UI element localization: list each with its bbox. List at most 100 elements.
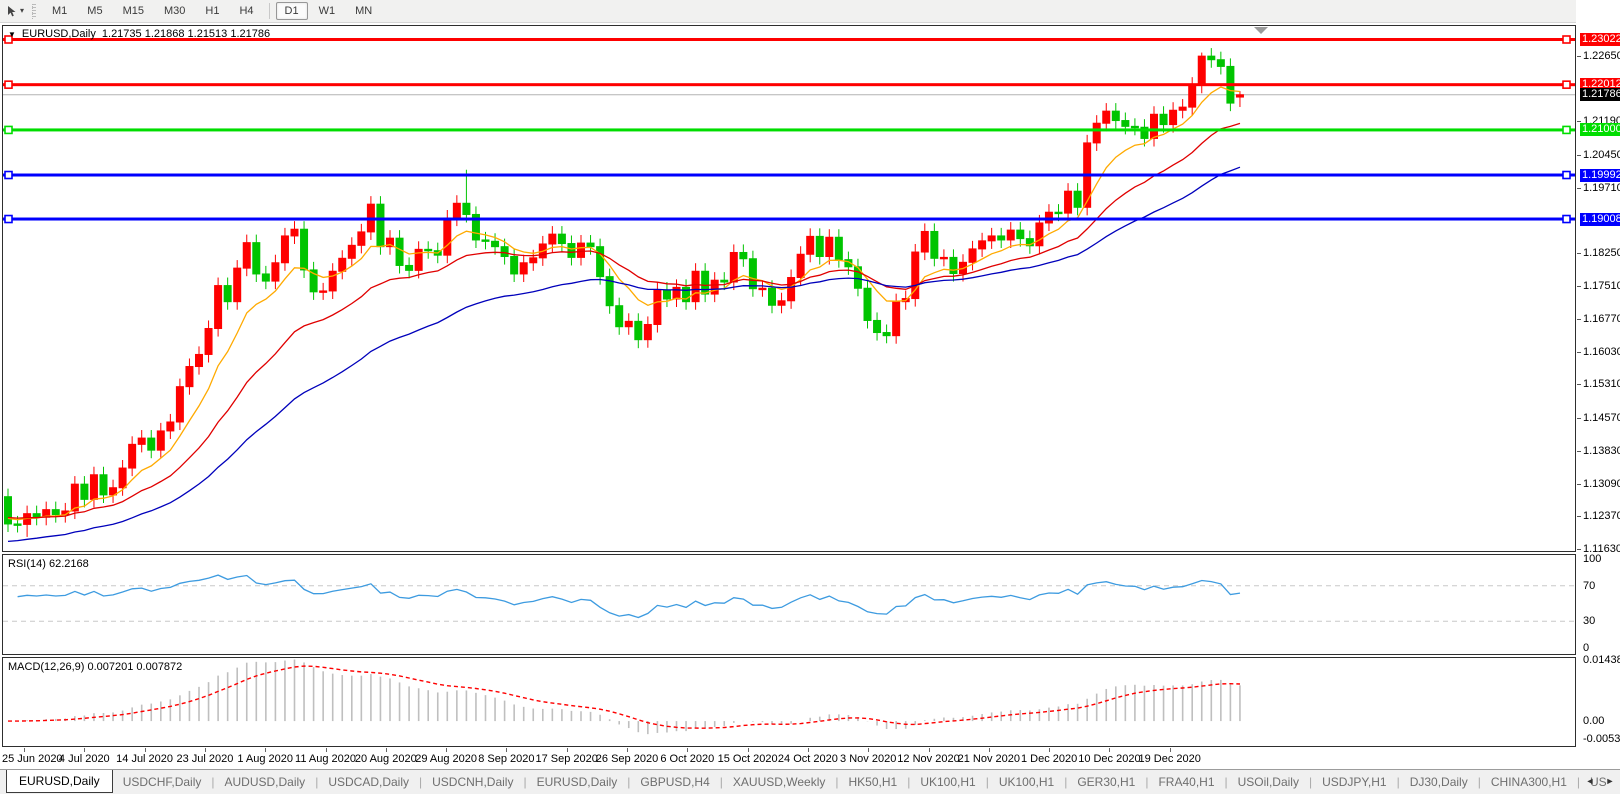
chart-ohlc-values: 1.21735 1.21868 1.21513 1.21786 (101, 28, 271, 40)
price-tick-mark (1577, 451, 1581, 452)
date-tick-label: 21 Nov 2020 (957, 753, 1020, 765)
timeframe-button-W1[interactable]: W1 (318, 5, 336, 17)
date-tick-mark (1049, 748, 1050, 752)
level-line-1.22012[interactable] (3, 80, 1575, 89)
tab-separator: | (1224, 775, 1228, 789)
date-tick-label: 26 Sep 2020 (595, 753, 659, 765)
price-tick-label: 1.14570 (1583, 411, 1620, 424)
chart-tool-dropdown-button[interactable]: ▾ (2, 3, 28, 20)
tab-USOil-Daily[interactable]: USOil,Daily (1237, 775, 1299, 789)
tab-AUDUSD-Daily[interactable]: AUDUSD,Daily (224, 775, 306, 789)
date-tick-label: 19 Dec 2020 (1138, 753, 1201, 765)
date-tick-label: 3 Nov 2020 (840, 753, 897, 765)
macd-label: MACD(12,26,9) 0.007201 0.007872 (8, 661, 183, 673)
date-tick-mark (386, 748, 387, 752)
chart-shift-marker-icon[interactable] (1254, 27, 1268, 34)
timeframe-button-M5[interactable]: M5 (87, 5, 103, 17)
price-tick-mark (1577, 516, 1581, 517)
tab-GER30-H1[interactable]: GER30,H1 (1077, 775, 1136, 789)
tab-HK50-H1[interactable]: HK50,H1 (848, 775, 898, 789)
macd-scale-label: -0.005396 (1583, 733, 1620, 745)
price-axis[interactable]: 1.22650 1.21190 1.20450 1.19710 1.18250 1.175… (1576, 0, 1620, 747)
date-tick-label: 29 Aug 2020 (415, 753, 477, 765)
tab-separator: | (627, 775, 631, 789)
level-line-1.19008[interactable] (3, 214, 1575, 224)
tab-US[interactable]: US (1590, 775, 1607, 789)
tab-FRA40-H1[interactable]: FRA40,H1 (1158, 775, 1215, 789)
price-tick-label: 1.12370 (1583, 509, 1620, 522)
timeframe-button-H4[interactable]: H4 (239, 5, 254, 17)
timeframe-button-MN[interactable]: MN (355, 5, 373, 17)
level-price-label-1.23022: 1.23022 (1580, 33, 1620, 46)
tab-separator: | (211, 775, 215, 789)
date-tick-mark (1109, 748, 1110, 752)
tab-UK100-H1[interactable]: UK100,H1 (998, 775, 1055, 789)
date-tick-mark (265, 748, 266, 752)
timeframe-button-M15[interactable]: M15 (122, 5, 144, 17)
timeframe-button-H1[interactable]: H1 (205, 5, 220, 17)
price-tick-label: 1.22650 (1583, 50, 1620, 63)
macd-canvas[interactable] (3, 658, 1575, 746)
level-price-label-1.22012: 1.22012 (1580, 78, 1620, 92)
level-line-1.23022[interactable] (3, 35, 1575, 44)
timeframe-buttons: M1 M5 M15 M30 H1 H4 D1 W1 MN (42, 2, 382, 20)
price-tick-mark (1577, 319, 1581, 320)
chart-title: ▼ EURUSD,Daily 1.21735 1.21868 1.21513 1… (8, 28, 270, 40)
tab-UK100-H1[interactable]: UK100,H1 (920, 775, 976, 789)
price-tick-mark (1577, 418, 1581, 419)
date-tick-mark (24, 748, 25, 752)
window-collapse-icon[interactable]: ▼ (8, 29, 16, 39)
tab-scroll-right-icon[interactable]: ► (1605, 776, 1615, 786)
macd-scale-label: 0.014384 (1583, 654, 1620, 666)
macd-signal-line (8, 665, 1241, 729)
tab-separator: | (719, 775, 723, 789)
timeframe-button-M30[interactable]: M30 (163, 5, 186, 17)
macd-window[interactable]: MACD(12,26,9) 0.007201 0.007872 (2, 657, 1576, 747)
toolbar-grip[interactable] (32, 3, 37, 19)
timeframe-button-D1[interactable]: D1 (275, 2, 308, 20)
price-tick-label: 1.13830 (1583, 444, 1620, 457)
chart-tab-bar: EURUSD,Daily USDCHF,Daily | AUDUSD,Daily | US… (0, 769, 1620, 794)
tab-separator: | (1396, 775, 1400, 789)
rsi-scale-label: 100 (1583, 553, 1602, 565)
price-tick-label: 1.17510 (1583, 280, 1620, 293)
timeframe-button-M1[interactable]: M1 (52, 5, 68, 17)
date-tick-mark (567, 748, 568, 752)
tab-USDCHF-Daily[interactable]: USDCHF,Daily (122, 775, 202, 789)
date-tick-label: 15 Oct 2020 (717, 753, 778, 765)
rsi-canvas[interactable] (3, 555, 1575, 654)
tab-GBPUSD-H4[interactable]: GBPUSD,H4 (640, 775, 710, 789)
level-line-1.21000[interactable] (3, 125, 1575, 135)
rsi-window[interactable]: RSI(14) 62.2168 (2, 554, 1576, 655)
candlestick-series (4, 48, 1244, 537)
price-tick-mark (1577, 384, 1581, 385)
tab-EURUSD-Daily[interactable]: EURUSD,Daily (536, 775, 618, 789)
main-chart-canvas[interactable] (3, 26, 1575, 551)
date-axis[interactable]: 25 Jun 2020 4 Jul 2020 14 Jul 2020 23 Jul 2… (0, 747, 1620, 769)
tab-separator: | (523, 775, 527, 789)
tab-EURUSD-Daily[interactable]: EURUSD,Daily (6, 770, 113, 793)
tab-USDCAD-Daily[interactable]: USDCAD,Daily (328, 775, 409, 789)
price-tick-mark (1577, 484, 1581, 485)
main-chart-window[interactable]: ▼ EURUSD,Daily 1.21735 1.21868 1.21513 1… (2, 25, 1576, 552)
date-tick-mark (446, 748, 447, 752)
date-tick-label: 11 Aug 2020 (295, 753, 356, 765)
tab-scroll-left-icon[interactable]: ◄ (1585, 776, 1595, 786)
tab-separator: | (1308, 775, 1313, 789)
tab-USDJPY-H1[interactable]: USDJPY,H1 (1322, 775, 1387, 789)
tab-separator: | (1576, 775, 1581, 789)
tab-DJ30-Daily[interactable]: DJ30,Daily (1409, 775, 1468, 789)
tab-separator: | (1477, 775, 1481, 789)
level-line-1.19992[interactable] (3, 170, 1575, 180)
macd-histogram (16, 659, 1241, 735)
toolbar-separator (268, 3, 270, 19)
date-tick-mark (506, 748, 507, 752)
chart-symbol-period: EURUSD,Daily (21, 28, 96, 40)
price-tick-mark (1577, 56, 1581, 57)
tab-CHINA300-H1[interactable]: CHINA300,H1 (1490, 775, 1567, 789)
tab-XAUUSD-Weekly[interactable]: XAUUSD,Weekly (732, 775, 826, 789)
tab-separator: | (419, 775, 423, 789)
tab-USDCNH-Daily[interactable]: USDCNH,Daily (432, 775, 514, 789)
moving-average-line-20 (7, 122, 1241, 519)
tab-separator: | (1064, 775, 1068, 789)
